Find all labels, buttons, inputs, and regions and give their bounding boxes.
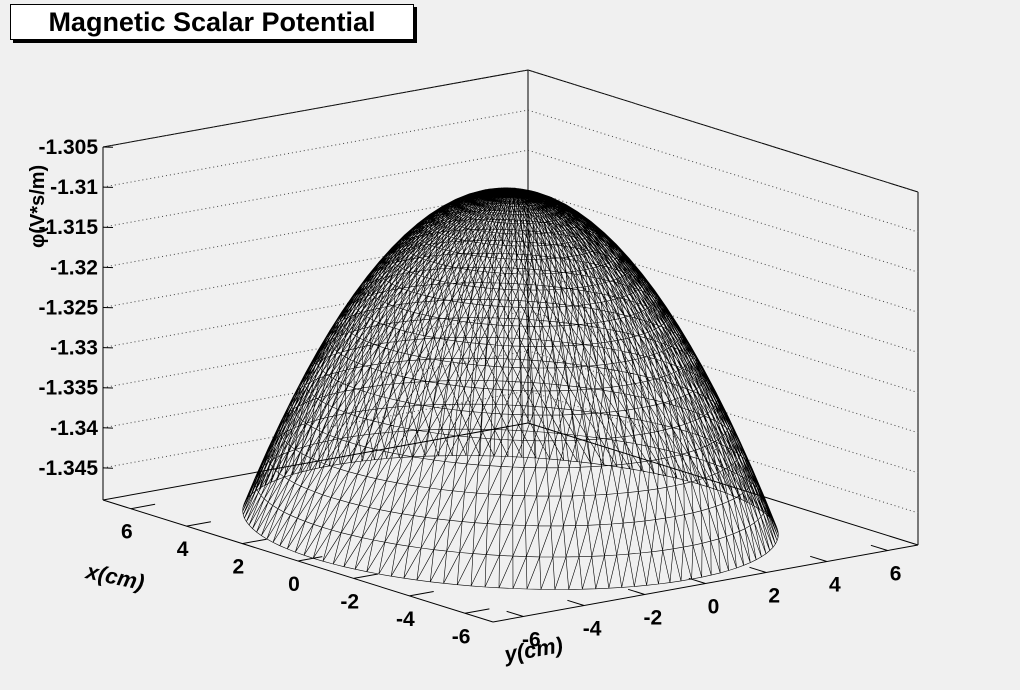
- y-tick-2: [749, 566, 767, 573]
- axis-labels: -1.305 -1.31 -1.315 -1.32 -1.325 -1.33 -1.335 -…: [27, 136, 901, 667]
- x-tick-2: [242, 538, 267, 545]
- z-axis-title: φ(V*s/m): [27, 165, 49, 248]
- y-tick-6: [506, 610, 524, 617]
- box-floor-back-right: [527, 422, 919, 546]
- y-tick-label: 2: [768, 585, 780, 608]
- chart-title: Magnetic Scalar Potential: [48, 7, 376, 37]
- y-tick-4: [627, 588, 645, 595]
- surface-wireframe: [242, 187, 779, 590]
- x-tick-label: 2: [232, 556, 244, 579]
- x-tick-label: -4: [396, 608, 415, 631]
- x-tick-6: [465, 608, 490, 614]
- surface-mesh: [242, 187, 779, 590]
- y-tick-label: -6: [522, 629, 541, 652]
- z-tick-label: -1.34: [50, 417, 98, 440]
- x-tick-label: 6: [121, 521, 133, 544]
- z-gridline-right-1: [527, 109, 919, 233]
- x-tick-5: [409, 591, 434, 597]
- y-tick-label: -4: [583, 618, 602, 641]
- z-gridline-left-1: [102, 109, 529, 188]
- y-tick-label: -2: [643, 607, 662, 630]
- box-edge-top-back-left: [102, 69, 529, 148]
- x-tick-label: 4: [177, 538, 189, 561]
- z-gridline-right-6: [527, 310, 919, 434]
- x-tick-4: [353, 573, 379, 579]
- y-axis-title: y(cm): [502, 632, 565, 667]
- z-gridline-right-2: [527, 149, 919, 273]
- x-tick-label: -6: [452, 625, 471, 648]
- z-gridline-right-0: [527, 69, 919, 193]
- z-gridline-right-5: [527, 270, 919, 394]
- x-tick-3: [297, 556, 323, 562]
- y-tick-label: 6: [890, 563, 902, 586]
- x-tick-0: [130, 503, 156, 510]
- y-tick-1: [810, 555, 828, 562]
- front-frame: [102, 146, 919, 623]
- x-tick-label: 0: [288, 573, 300, 596]
- z-tick-label: -1.325: [38, 297, 98, 320]
- z-gridline-right-3: [527, 189, 919, 313]
- x-tick-label: -2: [340, 590, 359, 613]
- box-floor-back-left: [102, 422, 529, 501]
- z-tick-label: -1.335: [38, 377, 98, 400]
- z-tick-label: -1.315: [38, 216, 98, 239]
- plot-frame: [102, 69, 919, 546]
- z-tick-label: -1.33: [50, 337, 98, 360]
- z-tick-label: -1.305: [38, 136, 98, 159]
- y-tick-3: [688, 577, 706, 584]
- title-box: Magnetic Scalar Potential: [10, 4, 414, 40]
- y-tick-label: 0: [708, 596, 720, 619]
- y-tick-0: [870, 544, 888, 551]
- x-tick-1: [186, 521, 211, 527]
- x-axis-title: x(cm): [83, 558, 147, 595]
- plot-gridlines: [102, 69, 919, 514]
- z-tick-label: -1.31: [50, 176, 98, 199]
- z-tick-label: -1.345: [38, 457, 98, 480]
- y-tick-5: [567, 599, 585, 606]
- z-tick-label: -1.32: [50, 256, 98, 279]
- y-tick-label: 4: [829, 574, 841, 597]
